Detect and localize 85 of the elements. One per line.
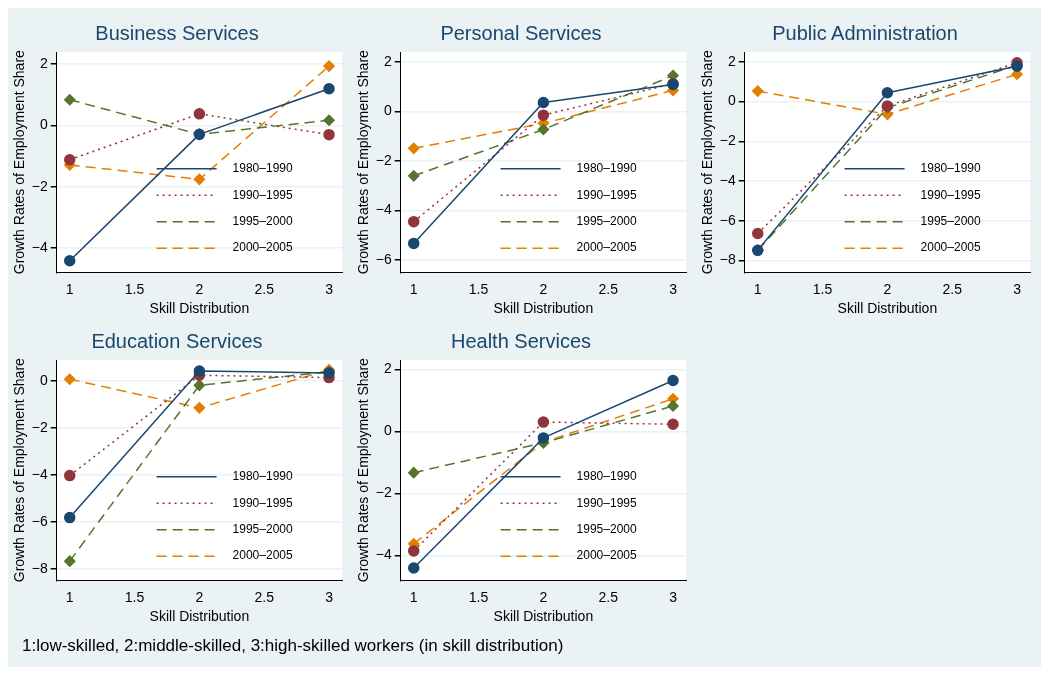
x-tick-label: 3 <box>669 280 678 297</box>
y-tick-label: −2 <box>31 418 48 435</box>
x-tick-label: 2.5 <box>598 280 619 297</box>
legend-label: 1980–1990 <box>920 161 981 176</box>
y-tick-label: −2 <box>719 132 736 149</box>
y-tick-label: −4 <box>31 238 48 255</box>
y-tick-label: −2 <box>31 177 48 194</box>
y-tick-label: −6 <box>719 211 736 228</box>
legend-label: 1995–2000 <box>232 522 293 537</box>
y-tick-label: 0 <box>727 92 736 109</box>
y-tick-label: −4 <box>719 171 736 188</box>
y-tick-label: 2 <box>39 55 48 72</box>
y-tick-label: 2 <box>383 52 392 69</box>
x-tick-label: 1 <box>409 588 418 605</box>
legend-label: 1990–1995 <box>920 187 981 202</box>
chart-title: Health Services <box>450 329 592 352</box>
x-tick-label: 1.5 <box>812 280 833 297</box>
legend-label: 1995–2000 <box>576 214 637 229</box>
text: 1:low-skilled, 2:middle-skilled, 3:high-skilled workers (in skill distribution) <box>22 636 565 656</box>
x-tick-label: 1 <box>753 280 762 297</box>
y-tick-label: 0 <box>39 116 48 133</box>
y-tick-label: −4 <box>31 465 48 482</box>
legend-label: 1990–1995 <box>576 187 637 202</box>
y-tick-label: −4 <box>375 546 392 563</box>
chart-title: Education Services <box>91 329 263 352</box>
legend-label: 1995–2000 <box>920 214 981 229</box>
x-tick-label: 2.5 <box>254 280 275 297</box>
x-tick-label: 2.5 <box>598 588 619 605</box>
y-axis-title: Growth Rates of Employment Share <box>11 357 28 583</box>
x-tick-label: 2 <box>539 588 548 605</box>
x-tick-label: 2 <box>539 280 548 297</box>
y-tick-label: 0 <box>39 371 48 388</box>
y-axis-title: Growth Rates of Employment Share <box>355 357 372 583</box>
x-tick-label: 1.5 <box>124 588 145 605</box>
legend-label: 1980–1990 <box>576 469 637 484</box>
y-tick-label: 2 <box>383 360 392 377</box>
x-tick-label: 1.5 <box>468 280 489 297</box>
y-tick-label: 2 <box>727 52 736 69</box>
y-axis-title: Growth Rates of Employment Share <box>355 49 372 275</box>
legend-label: 2000–2005 <box>232 548 293 563</box>
legend-label: 1990–1995 <box>576 495 637 510</box>
legend-label: 2000–2005 <box>920 240 981 255</box>
x-tick-label: 1 <box>65 280 74 297</box>
x-tick-label: 2 <box>883 280 892 297</box>
x-axis-title: Skill Distribution <box>837 300 938 317</box>
legend-label: 2000–2005 <box>232 240 293 255</box>
legend-label: 1980–1990 <box>232 161 293 176</box>
x-tick-label: 1 <box>409 280 418 297</box>
y-tick-label: −2 <box>375 484 392 501</box>
y-tick-label: −4 <box>375 201 392 218</box>
chart-title: Personal Services <box>440 21 602 44</box>
y-tick-label: −2 <box>375 151 392 168</box>
y-tick-label: 0 <box>383 102 392 119</box>
chart-title: Public Administration <box>772 21 958 44</box>
x-tick-label: 3 <box>325 588 334 605</box>
y-tick-label: −8 <box>719 251 736 268</box>
y-tick-label: 0 <box>383 422 392 439</box>
y-axis-title: Growth Rates of Employment Share <box>11 49 28 275</box>
x-tick-label: 3 <box>325 280 334 297</box>
x-axis-title: Skill Distribution <box>493 608 594 625</box>
x-tick-label: 1.5 <box>468 588 489 605</box>
y-tick-label: −6 <box>375 250 392 267</box>
x-tick-label: 2.5 <box>942 280 963 297</box>
legend-label: 1990–1995 <box>232 495 293 510</box>
legend-label: 1980–1990 <box>232 469 293 484</box>
x-tick-label: 1.5 <box>124 280 145 297</box>
x-axis-title: Skill Distribution <box>149 300 250 317</box>
legend-label: 1995–2000 <box>576 522 637 537</box>
legend-label: 1990–1995 <box>232 187 293 202</box>
y-tick-label: −8 <box>31 559 48 576</box>
x-axis-title: Skill Distribution <box>149 608 250 625</box>
y-tick-label: −6 <box>31 512 48 529</box>
x-tick-label: 3 <box>1013 280 1022 297</box>
x-tick-label: 3 <box>669 588 678 605</box>
legend-label: 1995–2000 <box>232 214 293 229</box>
legend-label: 2000–2005 <box>576 548 637 563</box>
x-tick-label: 1 <box>65 588 74 605</box>
x-tick-label: 2 <box>195 588 204 605</box>
y-axis-title: Growth Rates of Employment Share <box>699 49 716 275</box>
x-tick-label: 2 <box>195 280 204 297</box>
chart-title: Business Services <box>95 21 259 44</box>
legend-label: 1980–1990 <box>576 161 637 176</box>
x-tick-label: 2.5 <box>254 588 275 605</box>
x-axis-title: Skill Distribution <box>493 300 594 317</box>
legend-label: 2000–2005 <box>576 240 637 255</box>
